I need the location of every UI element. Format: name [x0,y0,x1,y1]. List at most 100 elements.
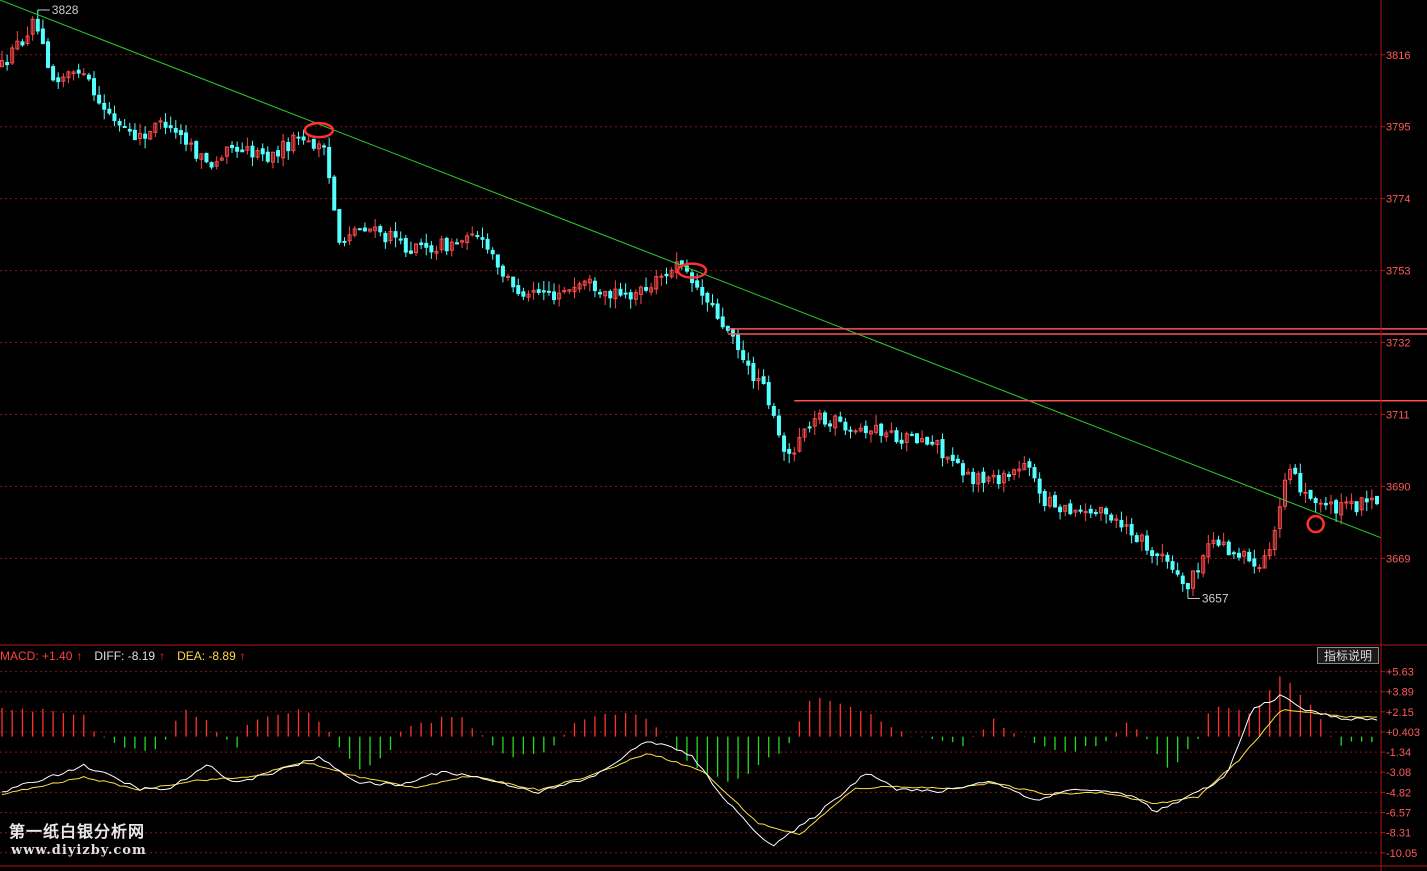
candle-body [633,292,638,300]
candle-body [1298,472,1303,493]
candle-body [337,209,342,243]
diff-value: DIFF: -8.19 [94,649,156,663]
candle-body [1150,550,1155,557]
candle-body [439,238,444,251]
candle-body [219,157,224,161]
candle-body [986,476,991,482]
candle-body [66,71,71,79]
candle-body [1349,500,1354,505]
macd-up-arrow-icon: ↑ [76,649,83,663]
candle-body [92,78,97,96]
low-label: 3657 [1202,591,1229,605]
candle-body [138,132,143,139]
candle-body [1211,539,1216,544]
candle-body [1185,583,1190,590]
candle-body [276,150,281,157]
overlays-layer: 3828 3657 [0,0,1427,605]
candle-body [332,176,337,211]
candle-body [1364,498,1369,503]
dea-value: DEA: -8.89 [177,649,236,663]
candle-body [5,62,10,66]
candle-body [1221,541,1226,545]
candle-body [86,74,91,80]
candle-body [797,437,802,452]
macd-tick-label: -10.05 [1386,848,1417,860]
price-tick-label: 3795 [1386,122,1410,134]
candle-body [51,66,56,81]
candle-body [1155,553,1160,557]
candle-body [889,430,894,433]
candle-body [853,430,858,433]
candle-body [1104,508,1109,515]
candle-body [521,291,526,297]
candle-body [531,289,536,293]
candle-body [935,440,940,446]
candle-body [76,69,81,74]
candle-body [960,463,965,476]
candle-body [1001,472,1006,484]
candle-body [500,265,505,277]
candle-body [776,415,781,436]
macd-axis: +5.63 +3.89 +2.15 +0.403 -1.34 -3.08 -4.82 -6.5… [0,667,1427,867]
candle-body [148,130,153,140]
candle-body [557,292,562,300]
candle-body [10,47,15,64]
candle-body [1052,495,1057,508]
candle-body [603,291,608,297]
candle-body [1073,509,1078,513]
candle-body [720,316,725,328]
candle-body [230,144,235,149]
candle-body [654,276,659,290]
candle-body [766,382,771,406]
candle-body [107,108,112,114]
indicator-help-button[interactable]: 指标说明 [1317,647,1379,664]
candle-body [787,448,792,454]
candle-body [623,292,628,295]
candle-body [976,473,981,485]
candle-body [316,143,321,150]
candle-body [1303,491,1308,494]
candle-body [419,242,424,246]
candle-body [628,292,633,300]
candle-body [1144,535,1149,551]
macd-tick-label: -8.31 [1386,828,1411,840]
candle-body [552,291,557,301]
candle-body [971,471,976,485]
candle-body [408,250,413,254]
candle-body [746,360,751,366]
candle-body [1088,508,1093,514]
candle-body [424,242,429,248]
candle-body [1017,468,1022,472]
candle-body [40,28,45,45]
candle-body [199,153,204,160]
candle-body [163,121,168,128]
candle-body [705,292,710,303]
candle-body [153,122,158,133]
price-tick-label: 3732 [1386,338,1410,350]
candle-body [526,293,531,298]
candle-body [644,286,649,291]
candle-body [618,288,623,296]
candle-body [327,146,332,179]
candle-body [388,230,393,242]
candle-body [1293,467,1298,474]
candle-body [511,276,516,288]
candle-body [1323,502,1328,506]
candle-body [874,424,879,433]
candle-body [1175,570,1180,575]
candle-body [1369,497,1374,501]
candle-body [378,226,383,233]
candle-body [741,350,746,361]
candle-body [368,228,373,232]
candle-body [930,441,935,445]
candle-body [1063,504,1068,512]
candle-body [240,149,245,153]
price-tick-label: 3753 [1386,266,1410,278]
candle-body [981,471,986,483]
candle-body [771,405,776,416]
candle-body [184,132,189,145]
candle-body [1339,502,1344,516]
macd-lines [1,694,1378,847]
candle-body [403,238,408,253]
candle-body [1262,555,1267,569]
